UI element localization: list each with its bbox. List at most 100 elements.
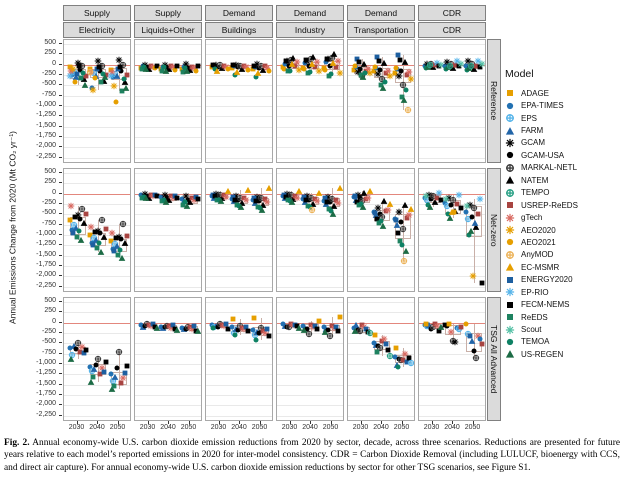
data-point-adage [107, 66, 115, 74]
data-point-fecm-nems [353, 198, 361, 206]
legend-item-us-regen: US-REGEN [505, 348, 623, 360]
y-tick-label: 500 [44, 39, 56, 47]
data-point-us-regen [142, 65, 150, 73]
data-point-fecm-nems [151, 323, 159, 331]
data-point-energy2020 [192, 193, 200, 201]
gridline [135, 126, 201, 128]
circle-icon [505, 101, 515, 111]
y-tick-mark [59, 182, 62, 184]
data-point-aeo2020 [336, 69, 344, 77]
data-point-adage [445, 320, 453, 328]
y-tick-mark [59, 383, 62, 385]
data-point-us-regen [402, 247, 410, 255]
data-point-gcam-usa [255, 329, 263, 337]
data-point-usrep-reeds [311, 63, 319, 71]
data-point-energy2020 [100, 368, 108, 376]
gridline [64, 384, 130, 386]
gridline [206, 75, 272, 77]
gridline [206, 235, 272, 237]
gridline [277, 415, 343, 417]
y-tick-label: 0 [52, 317, 56, 325]
legend-item-epa-times: EPA-TIMES [505, 99, 623, 111]
data-point-usrep-reeds [240, 62, 248, 70]
data-point-ec-msmr [329, 59, 337, 67]
data-point-adage [450, 208, 458, 216]
data-point-gcam [443, 58, 451, 66]
col-header-bottom-transportation: Transportation [347, 22, 415, 38]
data-point-gcam-usa [92, 361, 100, 369]
data-point-energy2020 [169, 321, 177, 329]
data-point-gtech [222, 193, 230, 201]
data-point-markal-netl [376, 344, 384, 352]
legend-item-farm: FARM [505, 124, 623, 136]
data-point-gtech [242, 196, 250, 204]
data-point-energy2020 [190, 322, 198, 330]
gridline [348, 157, 414, 159]
data-point-gtech [263, 198, 271, 206]
legend-item-label: MARKAL-NETL [521, 163, 578, 173]
data-point-energy2020 [80, 349, 88, 357]
data-point-us-regen [258, 206, 266, 214]
y-tick-mark [59, 213, 62, 215]
gridline [64, 405, 130, 407]
data-point-us-regen [122, 84, 130, 92]
data-point-natem [401, 201, 409, 209]
data-point-temoa [327, 70, 335, 78]
data-point-epa-times [228, 323, 236, 331]
data-point-reeds [89, 373, 97, 381]
data-point-gtech [380, 335, 388, 343]
data-point-energy2020 [250, 194, 258, 202]
gridline [277, 157, 343, 159]
data-point-reeds [357, 71, 365, 79]
col-header-bottom-industry: Industry [276, 22, 344, 38]
data-point-fecm-nems [224, 325, 232, 333]
data-point-us-regen [446, 214, 454, 222]
col-header-top-demand: Demand [347, 5, 415, 21]
data-point-reeds [179, 68, 187, 76]
gridline [135, 415, 201, 417]
y-tick-mark [59, 332, 62, 334]
x-tick-mark [330, 421, 332, 424]
y-tick-mark [59, 404, 62, 406]
data-point-us-regen [217, 197, 225, 205]
gridline [419, 353, 485, 355]
data-point-fecm-nems [123, 362, 131, 370]
data-point-farm [111, 373, 119, 381]
legend-item-label: AnyMOD [521, 250, 554, 260]
data-point-us-regen [81, 81, 89, 89]
y-tick-label: -1,750 [36, 390, 56, 398]
data-point-temoa [116, 246, 124, 254]
figure-caption: Fig. 2. Annual economy-wide U.S. carbon … [4, 437, 620, 474]
data-point-natem [472, 223, 480, 231]
data-point-gtech [119, 374, 127, 382]
triangle-icon [505, 262, 515, 272]
data-point-adage [336, 313, 344, 321]
data-point-gcam [374, 204, 382, 212]
whisker [402, 205, 404, 261]
data-point-ec-msmr [315, 189, 323, 197]
data-point-us-regen [162, 67, 170, 75]
data-point-us-regen [400, 96, 408, 104]
data-point-markal-netl [78, 205, 86, 213]
data-point-fecm-nems [75, 62, 83, 70]
data-point-gcam-usa [324, 326, 332, 334]
gridline [419, 255, 485, 257]
data-point-usrep-reeds [102, 225, 110, 233]
gridline [135, 95, 201, 97]
gridline [419, 312, 485, 314]
data-point-aeo2021 [462, 320, 470, 328]
data-point-gcam [464, 57, 472, 65]
panel-tsg-all-advanced-electricity [63, 297, 131, 421]
gridline [348, 266, 414, 268]
x-tick-label: 2040 [373, 424, 389, 431]
y-tick-mark [59, 172, 62, 174]
gridline [277, 312, 343, 314]
data-point-fecm-nems [384, 346, 392, 354]
y-tick-label: 250 [44, 178, 56, 186]
x-tick-mark [259, 421, 261, 424]
x-tick-label: 2050 [109, 424, 126, 431]
x-tick-label: 2040 [444, 424, 460, 431]
y-tick-label: -1,000 [36, 101, 56, 109]
col-header-bottom-electricity: Electricity [63, 22, 131, 38]
zero-line [135, 64, 201, 66]
